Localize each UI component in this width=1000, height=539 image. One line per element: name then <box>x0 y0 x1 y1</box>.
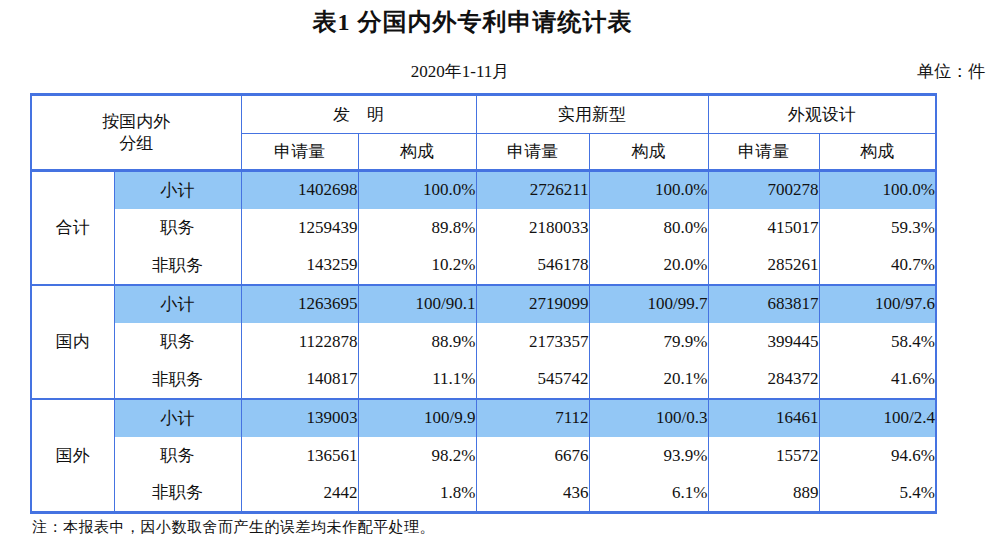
col-header-invention-applications: 申请量 <box>241 134 358 171</box>
cell-value: 5.4% <box>819 475 936 513</box>
cell-value: 100/97.6 <box>819 285 936 323</box>
row-label: 小计 <box>114 399 241 437</box>
row-label: 非职务 <box>114 475 241 513</box>
cell-value: 20.0% <box>589 247 708 285</box>
table-row-foreign-nonservice: 非职务 2442 1.8% 436 6.1% 889 5.4% <box>31 475 936 513</box>
col-header-invention-composition: 构成 <box>358 134 476 171</box>
row-group-header-line2: 分组 <box>32 133 241 154</box>
row-group-header-line1: 按国内外 <box>32 111 241 132</box>
table-row-total-nonservice: 非职务 143259 10.2% 546178 20.0% 285261 40.… <box>31 247 936 285</box>
cell-value: 436 <box>476 475 589 513</box>
cell-value: 100/0.3 <box>589 399 708 437</box>
cell-value: 284372 <box>708 361 819 399</box>
row-label: 职务 <box>114 323 241 361</box>
cell-value: 98.2% <box>358 437 476 475</box>
cell-value: 6676 <box>476 437 589 475</box>
cell-value: 41.6% <box>819 361 936 399</box>
group-label-domestic: 国内 <box>31 285 114 399</box>
cell-value: 399445 <box>708 323 819 361</box>
cell-value: 100/90.1 <box>358 285 476 323</box>
cell-value: 140817 <box>241 361 358 399</box>
cell-value: 6.1% <box>589 475 708 513</box>
cell-value: 2442 <box>241 475 358 513</box>
table-row-domestic-nonservice: 非职务 140817 11.1% 545742 20.1% 284372 41.… <box>31 361 936 399</box>
cell-value: 59.3% <box>819 209 936 247</box>
table-row-foreign-service: 职务 136561 98.2% 6676 93.9% 15572 94.6% <box>31 437 936 475</box>
cell-value: 89.8% <box>358 209 476 247</box>
cell-value: 2719099 <box>476 285 589 323</box>
col-header-design-composition: 构成 <box>819 134 936 171</box>
row-label: 小计 <box>114 171 241 209</box>
cell-value: 1259439 <box>241 209 358 247</box>
group-label-foreign: 国外 <box>31 399 114 513</box>
patent-statistics-table: 按国内外 分组 发 明 实用新型 外观设计 申请量 构成 申请量 构成 申请量 … <box>30 93 937 514</box>
cell-value: 700278 <box>708 171 819 209</box>
cell-value: 100.0% <box>819 171 936 209</box>
report-period: 2020年1-11月 <box>30 60 890 83</box>
row-group-header: 按国内外 分组 <box>31 95 241 171</box>
cell-value: 2173357 <box>476 323 589 361</box>
cell-value: 79.9% <box>589 323 708 361</box>
cell-value: 285261 <box>708 247 819 285</box>
row-label: 小计 <box>114 285 241 323</box>
cell-value: 136561 <box>241 437 358 475</box>
cell-value: 1122878 <box>241 323 358 361</box>
cell-value: 7112 <box>476 399 589 437</box>
table-row-foreign-subtotal: 国外 小计 139003 100/9.9 7112 100/0.3 16461 … <box>31 399 936 437</box>
table-row-domestic-subtotal: 国内 小计 1263695 100/90.1 2719099 100/99.7 … <box>31 285 936 323</box>
row-label: 非职务 <box>114 247 241 285</box>
table-row-total-subtotal: 合计 小计 1402698 100.0% 2726211 100.0% 7002… <box>31 171 936 209</box>
cell-value: 16461 <box>708 399 819 437</box>
cell-value: 415017 <box>708 209 819 247</box>
cell-value: 1402698 <box>241 171 358 209</box>
cell-value: 10.2% <box>358 247 476 285</box>
footnote: 注：本报表中，因小数取舍而产生的误差均未作配平处理。 <box>32 518 435 537</box>
cell-value: 545742 <box>476 361 589 399</box>
col-group-design: 外观设计 <box>708 95 936 134</box>
cell-value: 889 <box>708 475 819 513</box>
col-header-utility-composition: 构成 <box>589 134 708 171</box>
cell-value: 20.1% <box>589 361 708 399</box>
row-label: 非职务 <box>114 361 241 399</box>
col-group-invention: 发 明 <box>241 95 476 134</box>
cell-value: 139003 <box>241 399 358 437</box>
cell-value: 94.6% <box>819 437 936 475</box>
cell-value: 40.7% <box>819 247 936 285</box>
table-row-domestic-service: 职务 1122878 88.9% 2173357 79.9% 399445 58… <box>31 323 936 361</box>
cell-value: 683817 <box>708 285 819 323</box>
cell-value: 100/9.9 <box>358 399 476 437</box>
cell-value: 11.1% <box>358 361 476 399</box>
table-row-total-service: 职务 1259439 89.8% 2180033 80.0% 415017 59… <box>31 209 936 247</box>
row-label: 职务 <box>114 437 241 475</box>
cell-value: 100/99.7 <box>589 285 708 323</box>
cell-value: 93.9% <box>589 437 708 475</box>
cell-value: 88.9% <box>358 323 476 361</box>
row-label: 职务 <box>114 209 241 247</box>
page-title: 表1 分国内外专利申请统计表 <box>0 6 945 38</box>
col-header-design-applications: 申请量 <box>708 134 819 171</box>
cell-value: 1.8% <box>358 475 476 513</box>
cell-value: 143259 <box>241 247 358 285</box>
cell-value: 546178 <box>476 247 589 285</box>
cell-value: 15572 <box>708 437 819 475</box>
cell-value: 1263695 <box>241 285 358 323</box>
group-label-total: 合计 <box>31 171 114 285</box>
cell-value: 100/2.4 <box>819 399 936 437</box>
col-header-utility-applications: 申请量 <box>476 134 589 171</box>
cell-value: 2726211 <box>476 171 589 209</box>
cell-value: 2180033 <box>476 209 589 247</box>
unit-label: 单位：件 <box>917 60 985 83</box>
col-group-utility-model: 实用新型 <box>476 95 708 134</box>
cell-value: 58.4% <box>819 323 936 361</box>
cell-value: 100.0% <box>589 171 708 209</box>
cell-value: 100.0% <box>358 171 476 209</box>
cell-value: 80.0% <box>589 209 708 247</box>
